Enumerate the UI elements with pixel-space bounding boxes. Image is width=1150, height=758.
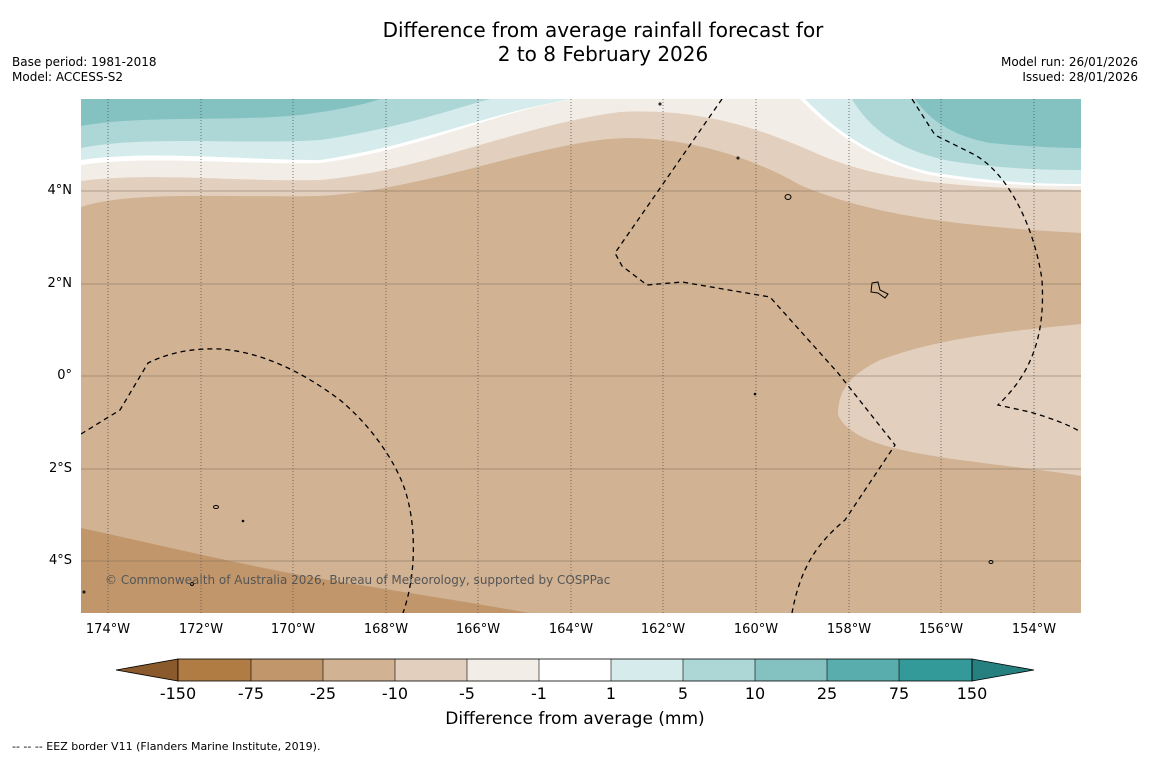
colorbar-extend-high — [971, 658, 1035, 682]
field-p10-nw — [81, 99, 380, 126]
field-n5-east — [838, 324, 1081, 476]
colorbar-tick-n5: -5 — [459, 684, 475, 703]
eez-border-east — [911, 99, 1081, 433]
island-7 — [241, 519, 245, 523]
island-5 — [658, 102, 662, 106]
lat-label-4s: 4°S — [48, 553, 72, 568]
title-line-1: Difference from average rainfall forecas… — [382, 18, 824, 42]
colorbar-bin-n5 — [395, 659, 467, 681]
lon-label-166w: 166°W — [455, 622, 501, 637]
colorbar-bin-n10 — [323, 659, 395, 681]
lon-label-158w: 158°W — [826, 622, 872, 637]
colorbar-tick-p150: 150 — [956, 684, 988, 703]
lon-label-154w: 154°W — [1011, 622, 1057, 637]
meta-right: Model run: 26/01/2026 Issued: 28/01/2026 — [1001, 55, 1138, 85]
eez-borders — [81, 99, 1081, 613]
lon-label-164w: 164°W — [548, 622, 594, 637]
colorbar-tick-n150: -150 — [159, 684, 197, 703]
lon-label-162w: 162°W — [640, 622, 686, 637]
lon-label-160w: 160°W — [733, 622, 779, 637]
graticule — [81, 190, 1081, 562]
colorbar-tick-n1: -1 — [531, 684, 547, 703]
colorbar-bin-n25 — [251, 659, 323, 681]
field-n25-sw — [81, 528, 530, 613]
colorbar-bin-p25 — [827, 659, 899, 681]
lat-label-4n: 4°N — [47, 183, 73, 198]
colorbar-tick-p10: 10 — [744, 684, 766, 703]
colorbar-frame — [177, 658, 973, 682]
colorbar-bin-zero — [539, 659, 611, 681]
colorbar-bin-p5 — [683, 659, 755, 681]
lon-label-172w: 172°W — [178, 622, 224, 637]
lat-label-2n: 2°N — [47, 276, 73, 291]
lon-label-168w: 168°W — [363, 622, 409, 637]
colorbar-dividers — [250, 659, 900, 681]
colorbar-bin-n75 — [178, 659, 251, 681]
colorbar-tick-p25: 25 — [816, 684, 838, 703]
colorbar-tick-n75: -75 — [237, 684, 265, 703]
colorbar-bin-p75 — [899, 659, 972, 681]
meta-left: Base period: 1981-2018 Model: ACCESS-S2 — [12, 55, 157, 85]
base-period: Base period: 1981-2018 — [12, 55, 157, 69]
model-run: Model run: 26/01/2026 — [1000, 55, 1138, 69]
copyright-notice: © Commonwealth of Australia 2026, Bureau… — [105, 573, 611, 587]
colorbar-tick-p5: 5 — [677, 684, 689, 703]
colorbar-tick-p75: 75 — [888, 684, 910, 703]
island-3 — [213, 505, 219, 509]
island-1 — [784, 194, 792, 200]
field-p10-ne — [915, 99, 1081, 148]
model-name: Model: ACCESS-S2 — [12, 70, 124, 84]
colorbar-title: Difference from average (mm) — [445, 709, 705, 729]
colorbar-bin-n1 — [467, 659, 539, 681]
colorbar-bin-p1 — [611, 659, 683, 681]
eez-legend-note: -- -- -- EEZ border V11 (Flanders Marine… — [12, 740, 321, 753]
colorbar-tick-p1: 1 — [605, 684, 617, 703]
lat-label-0: 0° — [57, 368, 72, 383]
map-title: Difference from average rainfall forecas… — [0, 18, 1150, 66]
lon-label-156w: 156°W — [918, 622, 964, 637]
island-6 — [736, 156, 740, 160]
issued-date: Issued: 28/01/2026 — [1022, 70, 1138, 84]
islands — [82, 102, 994, 594]
colorbar-tick-n10: -10 — [381, 684, 409, 703]
colorbar-tick-n25: -25 — [309, 684, 337, 703]
title-line-2: 2 to 8 February 2026 — [497, 42, 709, 66]
colorbar-bin-p10 — [755, 659, 827, 681]
eez-border-west — [81, 348, 415, 613]
lon-label-174w: 174°W — [85, 622, 131, 637]
island-2 — [870, 281, 889, 299]
island-4 — [988, 560, 994, 564]
island-9 — [753, 392, 757, 396]
lon-label-170w: 170°W — [270, 622, 316, 637]
colorbar-extend-low — [115, 658, 179, 682]
island-10 — [82, 590, 86, 594]
island-8 — [190, 582, 194, 586]
lat-label-2s: 2°S — [48, 461, 72, 476]
eez-border-central — [614, 99, 896, 613]
